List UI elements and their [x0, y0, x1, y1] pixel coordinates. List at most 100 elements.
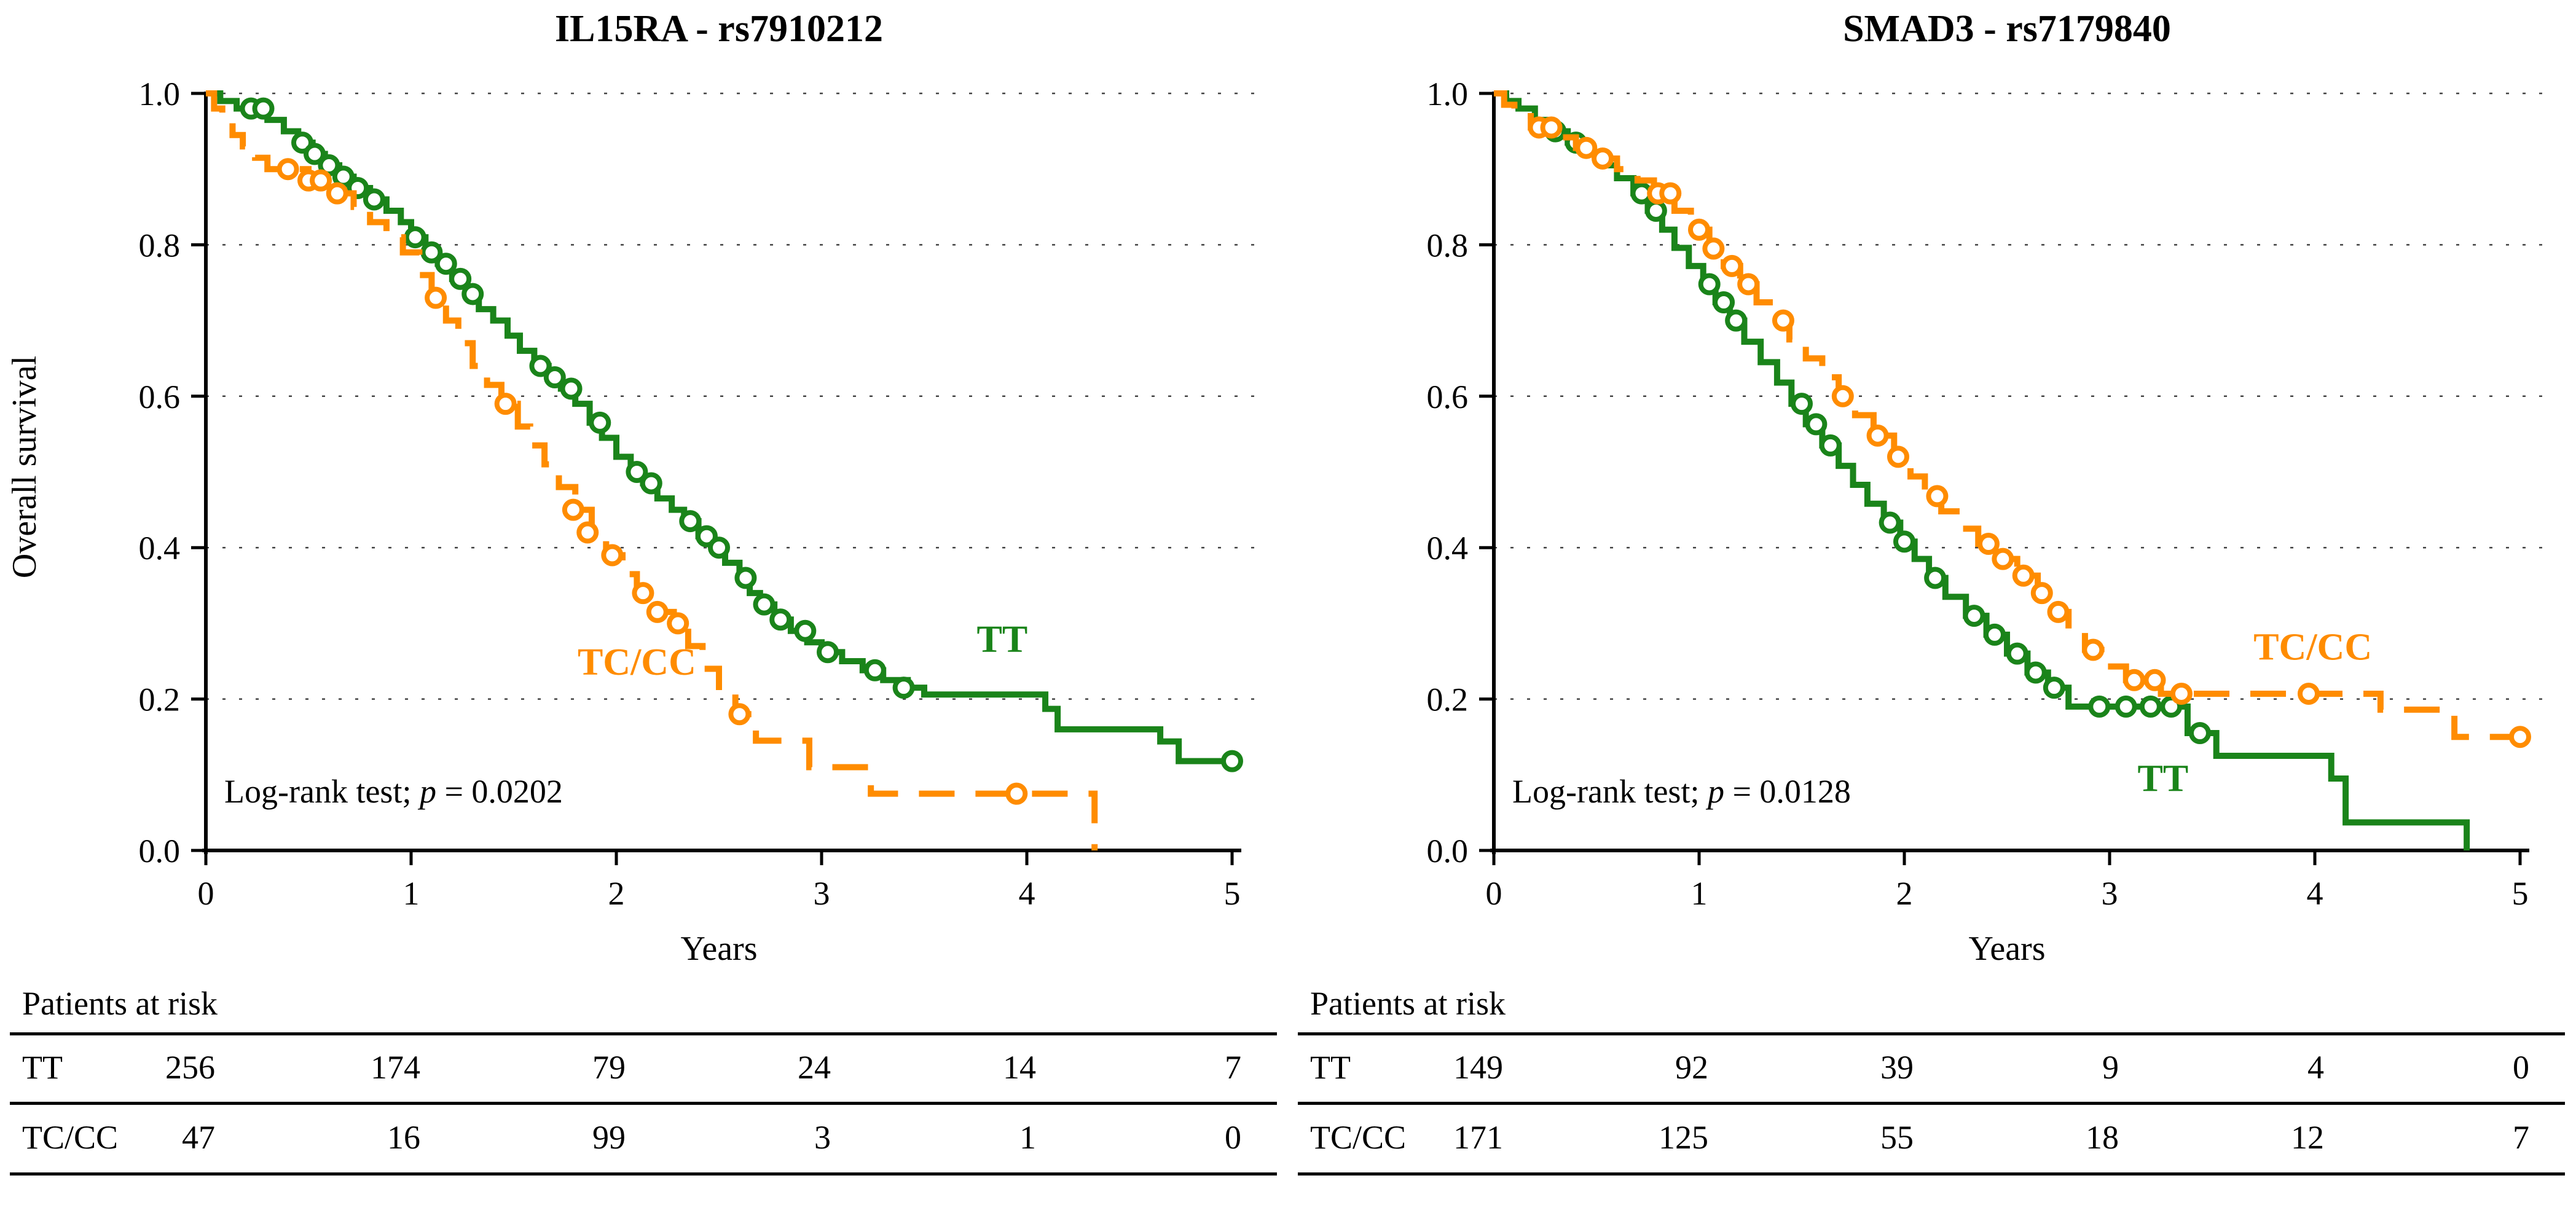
x-axis-label: Years: [681, 930, 758, 968]
risk-count: 16: [387, 1119, 420, 1156]
censor-mark: [434, 253, 457, 275]
censor-mark: [252, 97, 275, 120]
risk-count: 174: [371, 1049, 420, 1086]
censor-mark: [2170, 682, 2193, 705]
censor-mark: [1005, 782, 1028, 805]
curve-label-tt: TT: [977, 619, 1028, 661]
logrank-annotation: Log-rank test; p = 0.0128: [1512, 773, 1851, 810]
censor-mark: [1805, 413, 1828, 436]
censor-mark: [576, 521, 599, 544]
risk-count: 24: [798, 1049, 831, 1086]
x-tick-label: 3: [814, 875, 830, 912]
x-tick-label: 5: [1224, 875, 1241, 912]
censor-mark: [404, 226, 426, 249]
censor-mark: [425, 286, 447, 309]
risk-table-il15ra: Patients at risk TT 256 174 79 24 14 7 T…: [0, 971, 1288, 1205]
risk-count: 92: [1675, 1049, 1708, 1086]
risk-count: 125: [1659, 1119, 1708, 1156]
censor-mark: [420, 241, 443, 264]
censor-mark: [640, 472, 662, 495]
censor-mark: [1893, 530, 1915, 553]
risk-count: 14: [1003, 1049, 1036, 1086]
y-tick-label: 1.0: [139, 76, 181, 112]
risk-count: 3: [814, 1119, 831, 1156]
x-tick-label: 5: [2512, 875, 2529, 912]
risk-count: 99: [592, 1119, 626, 1156]
y-tick-label: 0.6: [139, 379, 181, 415]
x-tick-label: 1: [1691, 875, 1708, 912]
censor-mark: [646, 600, 669, 623]
censor-mark: [1924, 567, 1947, 589]
censor-mark: [277, 158, 299, 181]
censor-mark: [543, 366, 566, 388]
censor-mark: [817, 641, 839, 664]
table-rule: [10, 1172, 1277, 1176]
x-tick-label: 4: [2307, 875, 2323, 912]
censor-mark: [1721, 254, 1743, 277]
km-plot-smad3: 0 1 2 3 4 5 0.0 0.2 0.4 0.6 0.8 1.0 Years TT TC/CC Log-…: [1427, 76, 2551, 968]
risk-table-title: Patients at risk: [1310, 985, 1506, 1022]
censor-mark: [632, 582, 654, 605]
risk-count: 7: [1225, 1049, 1241, 1086]
censor-mark: [1866, 424, 1889, 447]
censor-mark: [562, 498, 584, 521]
table-rule: [1298, 1032, 2565, 1035]
y-tick-label: 0.4: [1427, 530, 1469, 567]
censor-mark: [794, 619, 817, 642]
risk-count: 18: [2086, 1119, 2119, 1156]
x-tick-label: 4: [1019, 875, 1035, 912]
censor-mark: [1879, 511, 1901, 534]
y-axis-label: Overall survival: [6, 356, 44, 578]
censor-mark: [1887, 445, 1909, 468]
censor-mark: [2082, 638, 2105, 661]
panel-title-smad3: SMAD3 - rs7179840: [1843, 8, 2171, 50]
censor-mark: [529, 355, 552, 377]
x-tick-label: 2: [1896, 875, 1913, 912]
risk-count: 9: [2102, 1049, 2119, 1086]
censor-mark: [1992, 548, 2014, 570]
censor-mark: [753, 593, 776, 616]
risk-count: 4: [2307, 1049, 2324, 1086]
censor-mark: [1644, 199, 1667, 222]
censor-mark: [2123, 669, 2146, 691]
censor-mark: [679, 510, 702, 533]
risk-table-smad3: Patients at risk TT 149 92 39 9 4 0 TC/C…: [1288, 971, 2576, 1205]
censor-mark: [2143, 669, 2166, 691]
censor-mark: [560, 377, 583, 400]
y-tick-label: 0.0: [139, 833, 181, 869]
table-rule: [10, 1102, 1277, 1105]
curve-label-tt: TT: [2137, 758, 2188, 800]
risk-count: 79: [592, 1049, 626, 1086]
x-tick-label: 0: [198, 875, 214, 912]
censor-mark: [728, 703, 751, 726]
censor-mark: [449, 267, 472, 290]
survival-curve-tt: [1494, 90, 2470, 850]
table-rule: [1298, 1102, 2565, 1105]
censor-mark: [1592, 147, 1614, 170]
censor-mark: [461, 283, 484, 305]
censor-mark: [2043, 677, 2065, 699]
censor-mark: [2188, 722, 2211, 745]
censor-mark: [1540, 116, 1563, 139]
censor-mark: [708, 536, 730, 559]
curve-label-tccc: TC/CC: [578, 642, 696, 683]
risk-count: 47: [182, 1119, 215, 1156]
censor-mark: [769, 608, 792, 631]
censor-mark: [601, 544, 624, 567]
censor-mark: [1737, 273, 1760, 296]
censor-mark: [2030, 582, 2053, 605]
censor-mark: [626, 461, 648, 483]
y-tick-label: 0.6: [1427, 379, 1469, 415]
censor-mark: [310, 169, 332, 192]
censor-mark: [2088, 695, 2111, 718]
risk-row-tt: TT 256 174 79 24 14 7: [0, 1048, 1288, 1086]
x-tick-label: 0: [1486, 875, 1502, 912]
risk-count: 55: [1880, 1119, 1914, 1156]
censor-mark: [2047, 600, 2070, 623]
censor-mark: [1772, 309, 1794, 332]
censor-mark: [1713, 291, 1735, 314]
censor-mark: [667, 612, 689, 635]
censor-mark: [1221, 750, 1243, 772]
censor-mark: [363, 188, 385, 211]
